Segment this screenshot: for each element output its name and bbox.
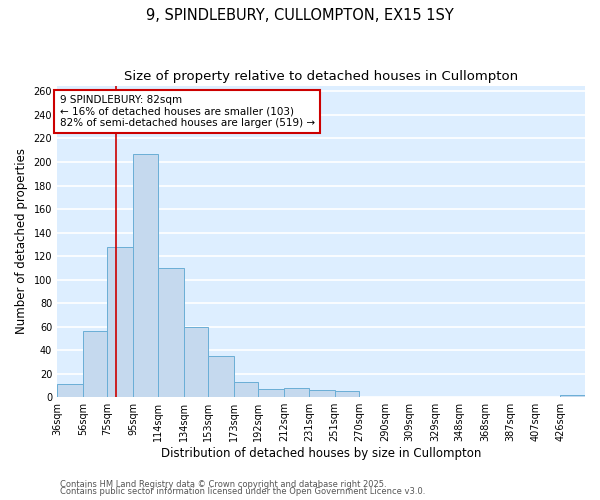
Bar bbox=[208, 356, 234, 397]
Bar bbox=[560, 395, 585, 397]
Bar bbox=[259, 389, 284, 397]
Bar bbox=[309, 390, 335, 397]
Bar bbox=[133, 154, 158, 397]
Bar bbox=[184, 326, 208, 397]
Y-axis label: Number of detached properties: Number of detached properties bbox=[15, 148, 28, 334]
Bar bbox=[284, 388, 309, 397]
Text: 9 SPINDLEBURY: 82sqm
← 16% of detached houses are smaller (103)
82% of semi-deta: 9 SPINDLEBURY: 82sqm ← 16% of detached h… bbox=[59, 95, 315, 128]
Bar bbox=[234, 382, 259, 397]
Bar bbox=[57, 384, 83, 397]
Bar bbox=[83, 332, 107, 397]
Text: 9, SPINDLEBURY, CULLOMPTON, EX15 1SY: 9, SPINDLEBURY, CULLOMPTON, EX15 1SY bbox=[146, 8, 454, 22]
Bar bbox=[107, 246, 133, 397]
Text: Contains HM Land Registry data © Crown copyright and database right 2025.: Contains HM Land Registry data © Crown c… bbox=[60, 480, 386, 489]
Text: Contains public sector information licensed under the Open Government Licence v3: Contains public sector information licen… bbox=[60, 488, 425, 496]
Bar bbox=[335, 392, 359, 397]
Bar bbox=[158, 268, 184, 397]
X-axis label: Distribution of detached houses by size in Cullompton: Distribution of detached houses by size … bbox=[161, 447, 481, 460]
Title: Size of property relative to detached houses in Cullompton: Size of property relative to detached ho… bbox=[124, 70, 518, 83]
